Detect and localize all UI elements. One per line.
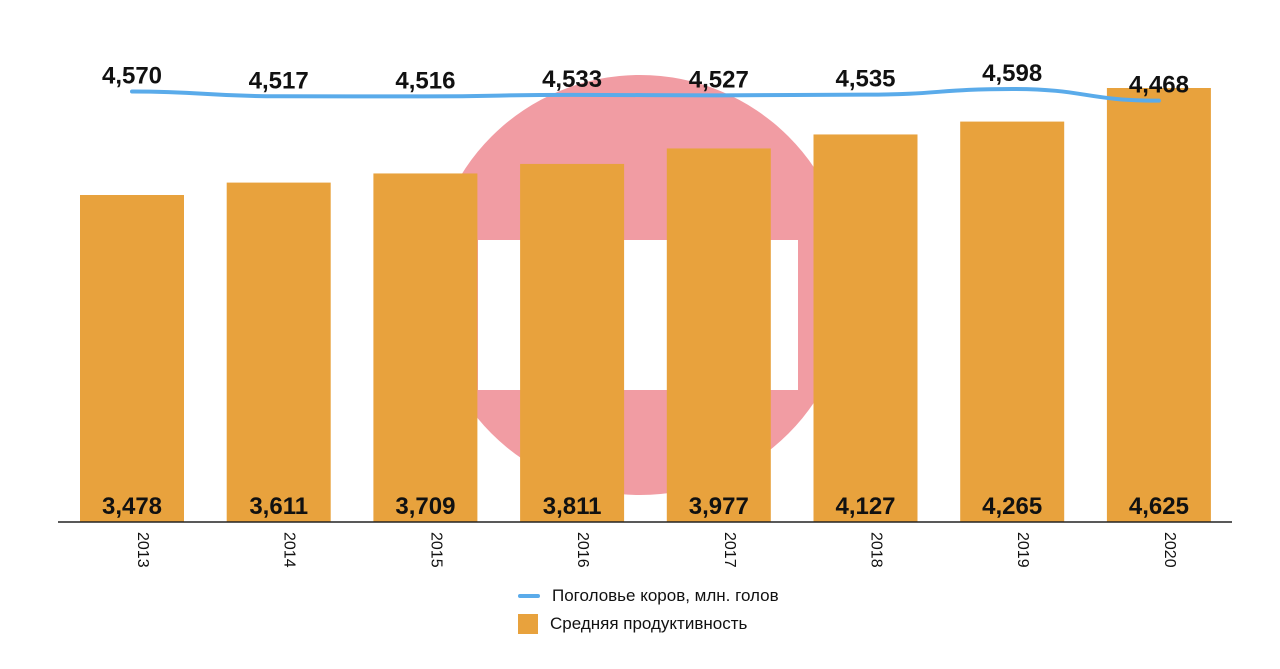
legend-label-bar: Средняя продуктивность [550, 614, 748, 633]
legend-item-bar: Средняя продуктивность [518, 610, 779, 638]
line-value-label: 4,598 [982, 60, 1042, 87]
x-tick-label: 2015 [427, 532, 444, 568]
cow-count-line [130, 86, 1161, 103]
legend-bar-swatch [518, 614, 538, 634]
bar-value-label: 4,265 [982, 493, 1042, 520]
bar-2014 [226, 182, 331, 523]
bar-value-label: 4,625 [1129, 493, 1189, 520]
line-value-label: 4,570 [102, 63, 162, 90]
x-tick-label: 2018 [868, 532, 885, 568]
line-value-label: 4,527 [689, 66, 749, 93]
line-value-label: 4,517 [249, 67, 309, 94]
line-data-labels: 4,570 4,517 4,516 4,533 4,527 4,535 4,598 4,468 [102, 60, 1189, 99]
bar-2018 [813, 134, 918, 522]
x-tick-label: 2020 [1161, 532, 1178, 568]
watermark-logo [430, 75, 850, 495]
bar-2017 [666, 148, 771, 522]
bar-value-label: 3,811 [543, 493, 602, 520]
line-value-label: 4,516 [395, 67, 455, 94]
x-axis-ticks: 2013 2014 2015 2016 2017 2018 2019 2020 [134, 532, 1178, 568]
line-value-label: 4,535 [835, 66, 895, 93]
bar-data-labels: 3,478 3,611 3,709 3,811 3,977 4,127 4,265 4,625 [102, 493, 1189, 520]
bar-series [80, 88, 1211, 523]
line-value-label: 4,533 [542, 66, 602, 93]
x-tick-label: 2017 [721, 532, 738, 568]
bar-value-label: 3,611 [249, 493, 308, 520]
legend-line-swatch [518, 594, 540, 598]
legend-item-line: Поголовье коров, млн. голов [518, 582, 779, 610]
bar-2016 [520, 163, 625, 522]
line-value-label: 4,468 [1129, 72, 1189, 99]
bar-value-label: 3,478 [102, 493, 162, 520]
bar-value-label: 4,127 [835, 493, 895, 520]
bar-2013 [80, 195, 184, 522]
bar-2019 [960, 121, 1065, 523]
legend-label-line: Поголовье коров, млн. голов [552, 586, 779, 605]
bar-value-label: 3,977 [689, 493, 749, 520]
bar-value-label: 3,709 [395, 493, 455, 520]
bar-2020 [1106, 88, 1211, 522]
bar-2015 [373, 173, 478, 522]
legend: Поголовье коров, млн. голов Средняя прод… [518, 582, 779, 638]
x-tick-label: 2013 [134, 532, 151, 568]
x-tick-label: 2016 [574, 532, 591, 568]
x-tick-label: 2019 [1014, 532, 1031, 568]
x-tick-label: 2014 [281, 532, 298, 568]
